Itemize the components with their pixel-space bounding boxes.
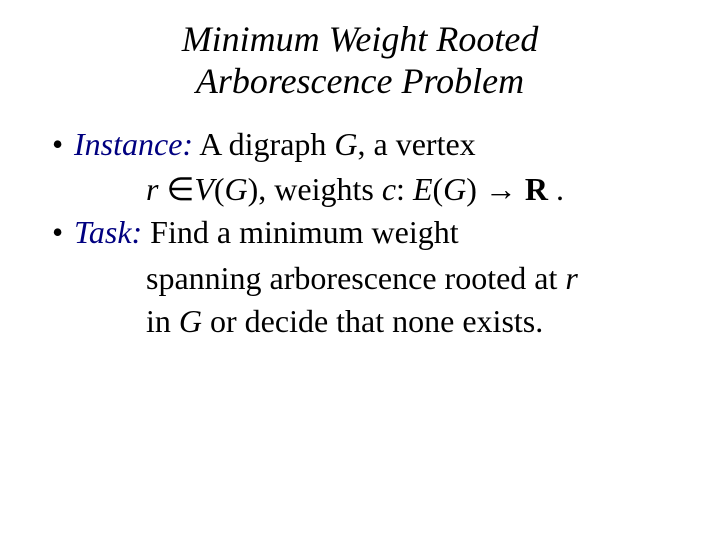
task-G: G	[179, 303, 202, 339]
instance-paren2: ), weights	[248, 171, 382, 207]
task-line-2: spanning arborescence rooted at r	[52, 257, 690, 300]
instance-G2: G	[225, 171, 248, 207]
bullet-dot-icon: •	[52, 211, 74, 254]
title-line-1: Minimum Weight Rooted	[182, 19, 539, 59]
instance-paren1: (	[214, 171, 225, 207]
slide-body: • Instance: A digraph G, a vertex r ∈V(G…	[0, 123, 720, 343]
slide-title: Minimum Weight Rooted Arborescence Probl…	[0, 18, 720, 103]
task-text-1: Find a minimum weight	[142, 214, 458, 250]
instance-r: r	[146, 171, 166, 207]
task-text-3b: or decide that none exists.	[202, 303, 543, 339]
task-line-1: Task: Find a minimum weight	[74, 211, 690, 254]
instance-text-b: , a vertex	[358, 126, 476, 162]
instance-G3: G	[443, 171, 466, 207]
instance-text-a: A digraph	[193, 126, 334, 162]
instance-c: c	[382, 171, 396, 207]
instance-end: .	[548, 171, 564, 207]
instance-E: E	[413, 171, 433, 207]
title-line-2: Arborescence Problem	[196, 61, 524, 101]
bullet-dot-icon: •	[52, 123, 74, 166]
task-text-3a: in	[146, 303, 179, 339]
instance-line-2: r ∈V(G), weights c: E(G) → R .	[52, 168, 690, 211]
slide: Minimum Weight Rooted Arborescence Probl…	[0, 0, 720, 540]
instance-label: Instance:	[74, 126, 193, 162]
element-of-icon: ∈	[166, 171, 194, 207]
instance-V: V	[194, 171, 214, 207]
task-label: Task:	[74, 214, 142, 250]
task-r: r	[565, 260, 577, 296]
instance-colon: :	[396, 171, 413, 207]
instance-G: G	[334, 126, 357, 162]
bullet-task: • Task: Find a minimum weight	[52, 211, 690, 254]
task-line-3: in G or decide that none exists.	[52, 300, 690, 343]
task-text-2a: spanning arborescence rooted at	[146, 260, 565, 296]
instance-R: R	[525, 171, 548, 207]
instance-arrow: ) →	[466, 171, 525, 207]
bullet-instance: • Instance: A digraph G, a vertex	[52, 123, 690, 166]
instance-line-1: Instance: A digraph G, a vertex	[74, 123, 690, 166]
instance-paren3: (	[432, 171, 443, 207]
